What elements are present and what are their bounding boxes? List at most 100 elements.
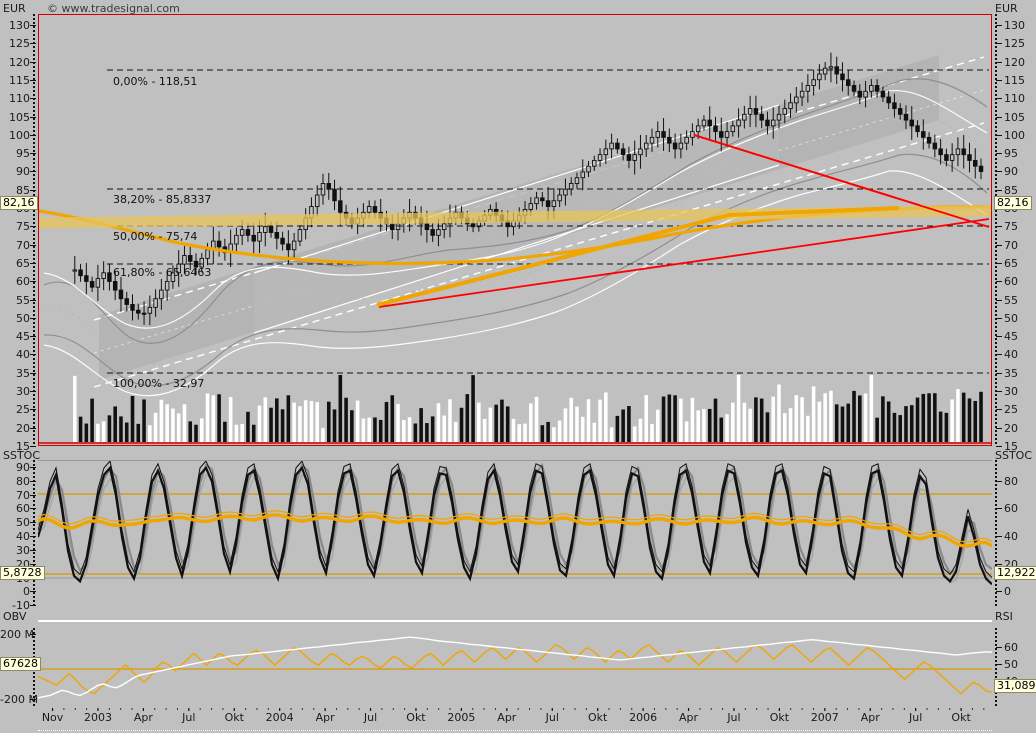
axis-tick: [33, 588, 35, 590]
sstoc-tick-mark: [30, 494, 36, 496]
price-axis-right[interactable]: 1301251201151101051009590858075706560555…: [992, 14, 1036, 452]
sstoc-plot-frame[interactable]: [38, 460, 992, 609]
rsi-tick-mark: [996, 647, 1002, 648]
fast-band-lower: [43, 170, 988, 397]
axis-tick: [33, 166, 35, 168]
axis-tick: [33, 460, 35, 462]
axis-tick: [33, 414, 35, 416]
sstoc-tick-mark: [996, 591, 1002, 593]
axis-tick: [33, 592, 35, 594]
axis-tick: [33, 14, 35, 16]
price-tick-mark: [996, 43, 1002, 45]
axis-tick: [995, 592, 997, 594]
sstoc-tick-mark: [996, 536, 1002, 538]
axis-tick: [995, 102, 997, 104]
axis-tick: [33, 564, 35, 566]
axis-tick: [995, 222, 997, 224]
price-tick-mark: [996, 262, 1002, 264]
volume-bars: [73, 375, 983, 442]
date-axis-baseline: [38, 730, 992, 732]
axis-tick: [33, 548, 35, 550]
price-tick-label-left: 25: [16, 403, 30, 417]
axis-tick: [995, 74, 997, 76]
axis-tick: [995, 190, 997, 192]
axis-tick: [995, 524, 997, 526]
axis-tick: [995, 584, 997, 586]
axis-tick: [995, 186, 997, 188]
axis-tick: [33, 524, 35, 526]
price-tick-label-right: 105: [1004, 110, 1025, 124]
price-tick-mark: [996, 391, 1002, 393]
axis-tick: [995, 472, 997, 474]
fib-lines: [107, 69, 989, 374]
axis-tick: [33, 118, 35, 120]
axis-tick: [33, 334, 35, 336]
axis-tick: [33, 350, 35, 352]
axis-tick: [33, 258, 35, 260]
axis-tick: [33, 246, 35, 248]
axis-tick: [33, 406, 35, 408]
sstoc-tick-mark: [30, 591, 36, 593]
price-tick-mark: [30, 427, 36, 429]
sstoc-axis-left[interactable]: 9080706050403020100-10: [0, 460, 38, 611]
axis-tick: [33, 382, 35, 384]
price-tick-mark: [996, 244, 1002, 246]
date-tick-label: Okt: [588, 711, 608, 724]
axis-tick: [33, 374, 35, 376]
axis-tick: [33, 214, 35, 216]
sstoc-axis-right[interactable]: 80 60 40 20 0: [992, 460, 1036, 608]
axis-tick: [33, 250, 35, 252]
fib-label-0: 0,00% - 118,51: [113, 75, 198, 88]
price-tick-label-right: 65: [1004, 256, 1018, 270]
rsi-label-right: RSI: [995, 610, 1013, 623]
axis-tick: [33, 150, 35, 152]
price-tick-mark: [30, 24, 36, 26]
axis-tick: [995, 588, 997, 590]
axis-tick: [995, 366, 997, 368]
axis-tick: [995, 334, 997, 336]
axis-tick: [33, 182, 35, 184]
date-tick-label: Jul: [909, 711, 923, 724]
date-tick-label: Okt: [406, 711, 426, 724]
price-tick-mark: [996, 134, 1002, 136]
axis-tick: [33, 560, 35, 562]
axis-tick: [33, 314, 35, 316]
axis-tick: [995, 488, 997, 490]
axis-tick: [995, 246, 997, 248]
date-axis[interactable]: Nov 2003 Apr Jul Okt 2004 Apr Jul Okt 2005 Apr Jul O…: [38, 712, 992, 732]
axis-tick: [33, 126, 35, 128]
sstoc-tick-label-left: 30: [16, 543, 30, 557]
sstoc-signal-line-2: [38, 510, 992, 543]
axis-tick: [33, 688, 35, 690]
axis-tick: [33, 488, 35, 490]
axis-tick: [33, 580, 35, 582]
axis-tick: [33, 142, 35, 144]
date-tick-label: 2006: [629, 711, 658, 724]
price-tick-mark: [996, 317, 1002, 319]
axis-tick: [995, 362, 997, 364]
price-tick-mark: [996, 61, 1002, 63]
axis-tick: [33, 476, 35, 478]
axis-tick: [995, 560, 997, 562]
sstoc-tick-mark: [30, 563, 36, 565]
obv-plot-frame[interactable]: [38, 620, 992, 708]
axis-tick: [995, 14, 997, 16]
price-tick-label-right: 100: [1004, 128, 1025, 142]
price-tick-label-left: 130: [9, 18, 30, 32]
axis-tick: [995, 66, 997, 68]
price-plot-frame[interactable]: [38, 14, 992, 446]
price-tick-label-left: 120: [9, 55, 30, 69]
price-tick-mark: [996, 189, 1002, 191]
axis-tick: [995, 126, 997, 128]
price-axis-left[interactable]: 1301251201151101051009590858075706560555…: [0, 14, 38, 452]
axis-tick: [33, 472, 35, 474]
price-tick-label-right: 130: [1004, 18, 1025, 32]
sstoc-d-line: [38, 462, 992, 575]
axis-tick: [995, 628, 997, 630]
axis-tick: [995, 410, 997, 412]
axis-tick: [33, 230, 35, 232]
price-tick-label-right: 95: [1004, 147, 1018, 161]
price-tick-label-right: 45: [1004, 330, 1018, 344]
axis-tick: [33, 418, 35, 420]
